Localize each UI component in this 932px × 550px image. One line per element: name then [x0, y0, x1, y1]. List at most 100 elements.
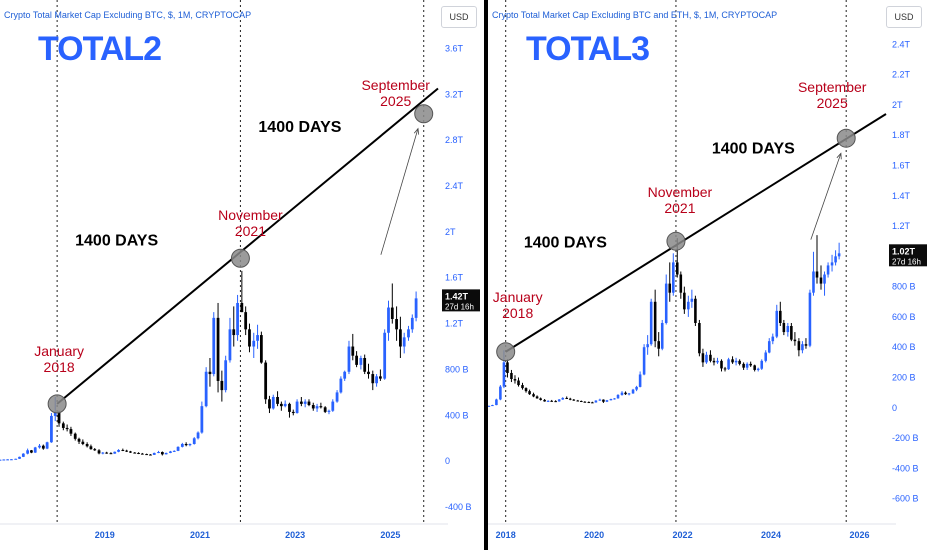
candle-body [276, 396, 279, 404]
candle-body [236, 302, 239, 336]
candle-body [786, 326, 790, 333]
panel-divider [484, 0, 488, 550]
candle-body [252, 340, 256, 347]
candle-body [543, 399, 546, 402]
candle-body [528, 391, 531, 395]
candle-body [583, 401, 587, 403]
highlight-circle [47, 394, 67, 414]
candle-body [97, 450, 101, 454]
y-tick-label: 800 B [892, 282, 916, 292]
candle-body [550, 400, 553, 402]
y-tick-label: -200 B [892, 433, 919, 443]
candle-body [499, 386, 502, 400]
candle-body [705, 354, 708, 363]
candle-body [232, 329, 236, 336]
candle-body [363, 358, 367, 372]
candle-body [646, 344, 649, 348]
candle-body [371, 374, 375, 384]
price-tag-bg [442, 289, 480, 312]
candle-body [33, 447, 37, 453]
y-tick-label: 800 B [445, 364, 469, 374]
candle-body [259, 335, 263, 363]
chart-big-title: TOTAL3 [526, 30, 650, 68]
candle-body [812, 271, 815, 293]
candle-body [568, 398, 572, 400]
candle-body [402, 337, 406, 347]
y-tick-label: 0 [892, 403, 897, 413]
candle-body [653, 301, 657, 342]
y-tick-label: 2.2T [892, 70, 911, 80]
candle-body [295, 401, 299, 414]
candle-body [745, 363, 749, 368]
y-tick-label: 1.6T [892, 160, 911, 170]
candle-body [264, 362, 268, 400]
event-label: 2025 [380, 93, 411, 109]
candle-body [30, 450, 33, 453]
candle-body [109, 453, 113, 455]
candle-body [613, 398, 616, 400]
candle-body [594, 400, 598, 403]
candle-body [379, 376, 382, 379]
candle-body [797, 341, 801, 351]
highlight-circle [666, 231, 686, 251]
currency-button[interactable]: USD [441, 6, 477, 28]
x-tick-label: 2026 [849, 530, 869, 540]
candle-body [591, 402, 594, 404]
candle-body [367, 371, 370, 375]
candle-body [359, 358, 363, 365]
event-label: January [493, 289, 543, 305]
candle-body [117, 449, 120, 452]
candle-body [172, 450, 176, 452]
event-label: November [218, 207, 283, 223]
chart-header: Crypto Total Market Cap Excluding BTC, $… [4, 10, 252, 20]
candle-body [283, 403, 287, 407]
candle-body [160, 452, 164, 455]
trendline [56, 87, 439, 405]
candle-body [85, 444, 89, 447]
y-tick-label: -400 B [892, 463, 919, 473]
event-label: November [648, 184, 713, 200]
candle-body [169, 451, 172, 453]
candle-body [133, 452, 137, 454]
candle-body [664, 283, 668, 323]
candle-body [815, 271, 819, 278]
candle-body [727, 359, 730, 370]
candle-body [620, 392, 624, 395]
candle-body [660, 322, 664, 349]
candle-body [152, 452, 156, 455]
candle-body [164, 452, 168, 455]
candle-body [184, 444, 188, 446]
candle-body [145, 454, 149, 456]
candle-body [256, 335, 259, 341]
candle-body [45, 442, 49, 449]
chart-big-title: TOTAL2 [38, 30, 162, 68]
total3-chart-svg: January2018November2021September20251400… [488, 0, 927, 540]
candle-body [723, 368, 727, 370]
candle-body [801, 344, 804, 351]
candle-body [605, 400, 609, 402]
candle-body [89, 446, 93, 450]
candle-body [375, 376, 378, 384]
candle-body [125, 450, 129, 452]
candle-body [69, 429, 73, 434]
currency-button[interactable]: USD [886, 6, 922, 28]
candle-body [510, 372, 513, 380]
candle-body [712, 360, 716, 363]
y-tick-label: 1.6T [445, 273, 464, 283]
event-label: September [798, 79, 867, 95]
x-tick-label: 2022 [673, 530, 693, 540]
candle-body [753, 365, 756, 370]
candle-body [675, 262, 679, 275]
y-tick-label: 3.2T [445, 89, 464, 99]
candle-body [657, 341, 660, 349]
y-tick-label: 1.2T [445, 319, 464, 329]
candle-body [53, 411, 57, 416]
candle-body [291, 411, 295, 414]
highlight-circle [230, 248, 250, 268]
candle-body [535, 396, 539, 399]
candle-body [0, 459, 2, 461]
candle-body [271, 396, 275, 409]
candle-body [65, 427, 69, 430]
candle-body [50, 415, 53, 443]
candle-body [491, 405, 494, 407]
